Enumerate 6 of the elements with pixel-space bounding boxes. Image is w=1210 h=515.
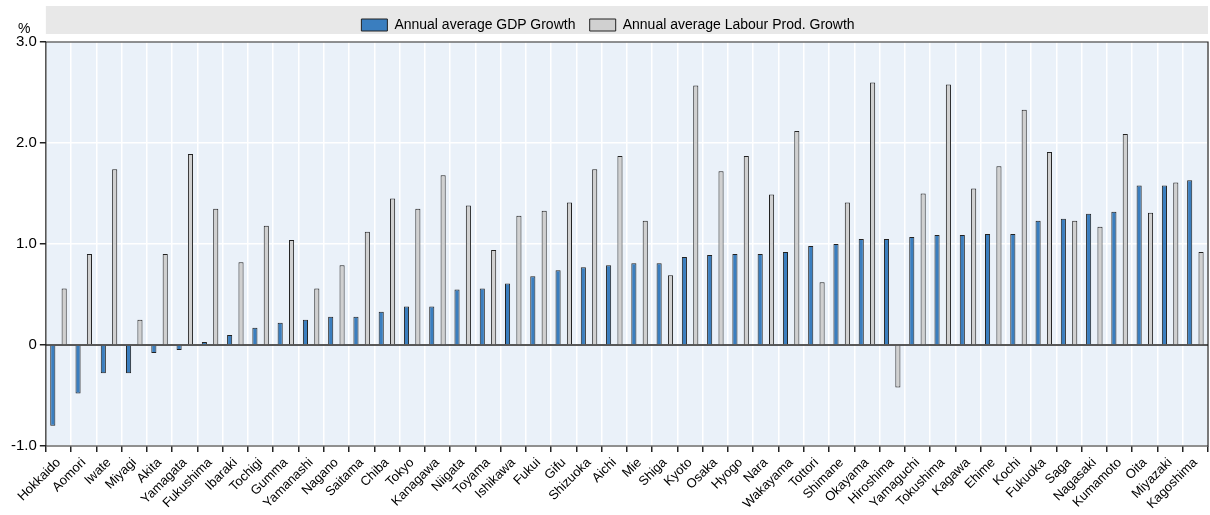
legend-label: Annual average Labour Prod. Growth (622, 15, 855, 32)
y-tick-label: -1.0 (10, 436, 37, 454)
y-tick-label: 0 (28, 335, 37, 353)
y-tick-label: 2.0 (15, 133, 37, 151)
y-tick-label: 1.0 (15, 234, 37, 252)
legend-label: Annual average GDP Growth (394, 15, 576, 32)
